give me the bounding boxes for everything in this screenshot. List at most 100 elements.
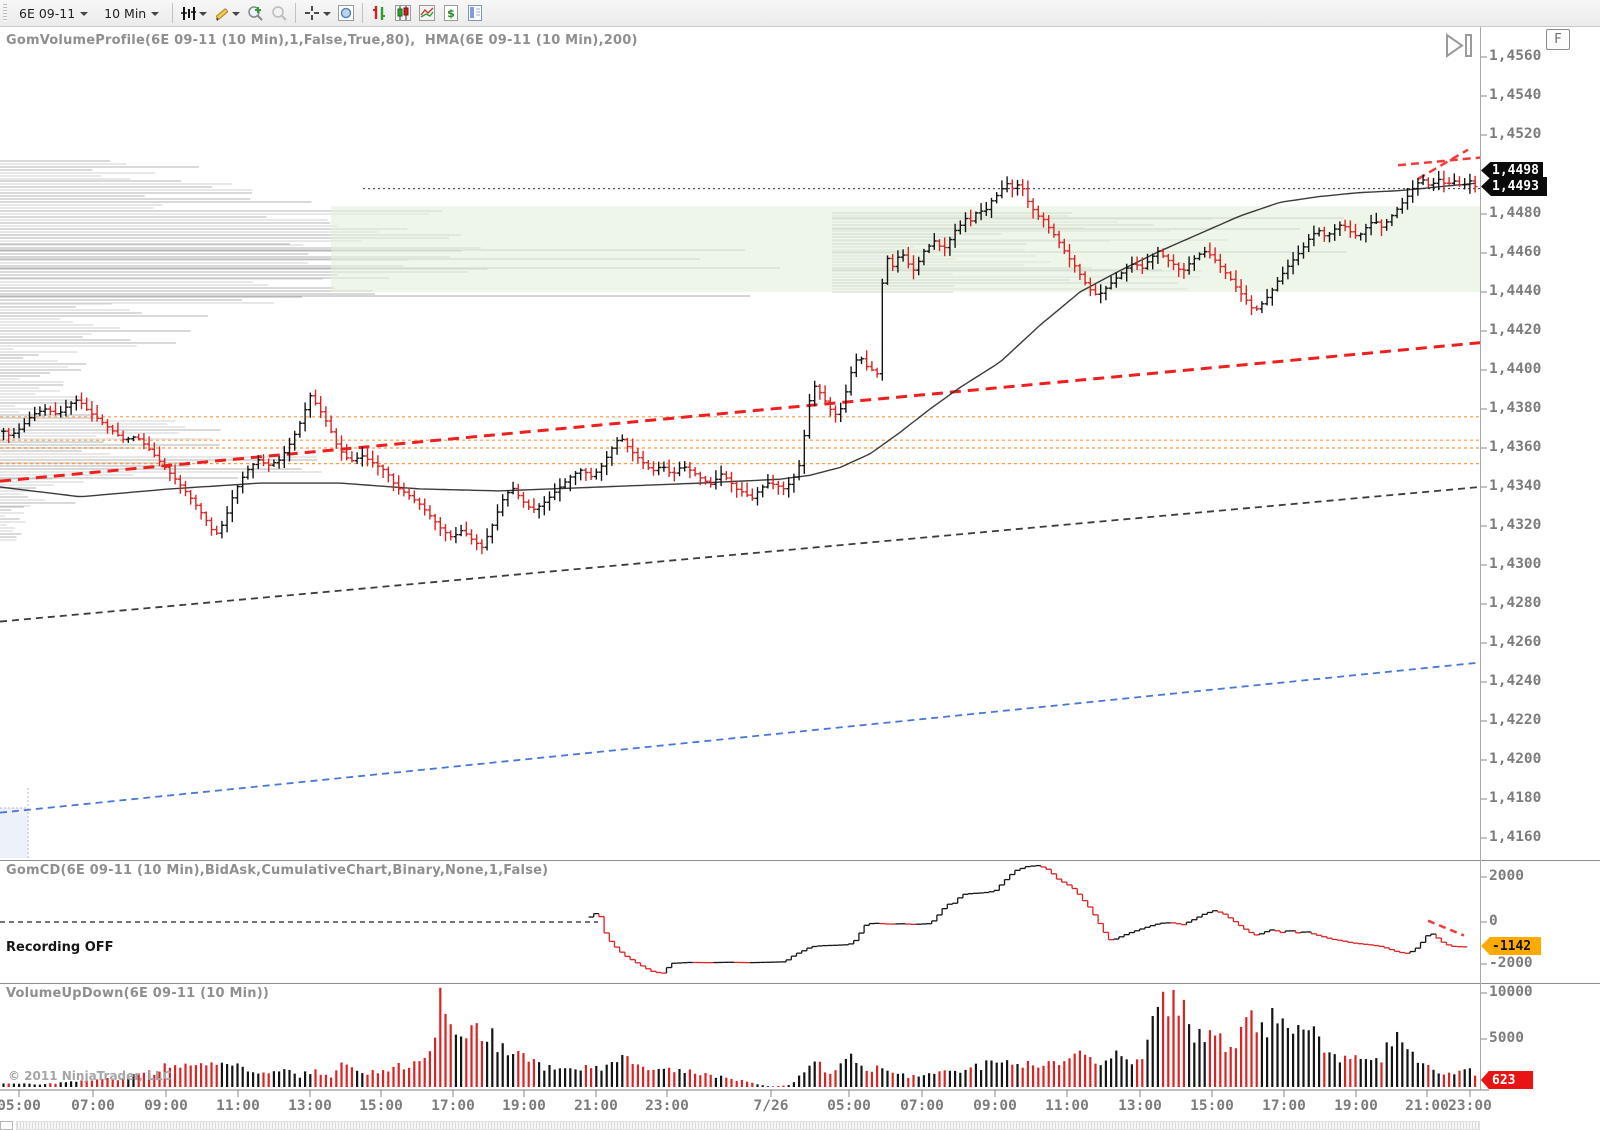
orange-levels	[0, 416, 1480, 465]
time-tick-label: 23:00	[645, 1098, 689, 1114]
price-tick-label: 1,4280	[1489, 595, 1542, 611]
candles-button[interactable]	[391, 2, 415, 24]
chevron-down-icon	[151, 11, 160, 16]
volume-bars	[2, 987, 1477, 1087]
value-area-bands	[331, 206, 1480, 292]
line-chart-button[interactable]	[415, 2, 439, 24]
go-to-end-icon[interactable]	[1444, 33, 1476, 59]
price-tick-label: 1,4520	[1489, 126, 1542, 142]
time-tick-label: 17:00	[431, 1098, 475, 1114]
chart-style-icon	[180, 5, 197, 22]
time-tick-label: 21:00	[574, 1098, 618, 1114]
price-tick-label: 10000	[1489, 984, 1533, 1000]
price-tick-label: 1,4160	[1489, 829, 1542, 845]
instrument-label: 6E 09-11	[19, 5, 76, 21]
focus-button[interactable]: F	[1546, 29, 1570, 50]
toolbar-grip[interactable]	[3, 4, 7, 22]
time-tick-label: 09:00	[973, 1098, 1017, 1114]
time-tick-label: 05:00	[827, 1098, 871, 1114]
time-tick-label: 11:00	[1045, 1098, 1089, 1114]
price-tick-label: 1,4320	[1489, 517, 1542, 533]
zoom-out-button[interactable]	[267, 2, 291, 24]
hma-line	[0, 182, 1477, 498]
crosshair-button[interactable]	[300, 2, 334, 24]
time-tick-label: 13:00	[288, 1098, 332, 1114]
zoom-out-icon	[270, 4, 288, 22]
cd-zero-line	[0, 919, 1465, 937]
time-tick-label: 07:00	[900, 1098, 944, 1114]
chevron-down-icon	[232, 11, 241, 16]
volume-indicator-label: VolumeUpDown(6E 09-11 (10 Min))	[6, 986, 269, 1001]
price-tick-label: 1,4400	[1489, 361, 1542, 377]
replay-marker-box	[0, 788, 29, 858]
panel-separator[interactable]	[0, 983, 1600, 984]
scrollbar-home-button[interactable]	[0, 1121, 13, 1130]
time-tick-label: 05:00	[0, 1098, 41, 1114]
price-tick-label: 1,4540	[1489, 87, 1542, 103]
report-icon	[466, 4, 484, 22]
price-tick-label: 1,4200	[1489, 751, 1542, 767]
price-tick-label: 5000	[1489, 1030, 1524, 1046]
time-tick-label: 15:00	[1190, 1098, 1234, 1114]
price-tick-label: 1,4380	[1489, 400, 1542, 416]
time-tick-label: 21:00	[1405, 1098, 1449, 1114]
price-axis-line[interactable]	[1480, 27, 1481, 1090]
instrument-selector[interactable]: 6E 09-11	[12, 3, 95, 24]
toolbar-separator	[295, 3, 297, 23]
time-tick-label: 7/26	[753, 1098, 789, 1114]
price-tick-label: -2000	[1489, 955, 1533, 971]
zoom-in-button[interactable]	[243, 2, 267, 24]
bars-colored-button[interactable]	[367, 2, 391, 24]
main-indicator-label: GomVolumeProfile(6E 09-11 (10 Min),1,Fal…	[6, 33, 638, 48]
time-tick-label: 09:00	[144, 1098, 188, 1114]
time-tick-label: 15:00	[359, 1098, 403, 1114]
draw-button[interactable]	[210, 3, 243, 24]
line-chart-icon	[418, 4, 436, 22]
dollar-button[interactable]: $	[439, 2, 463, 24]
cd-indicator-label: GomCD(6E 09-11 (10 Min),BidAsk,Cumulativ…	[6, 863, 549, 878]
price-tick-label: 2000	[1489, 868, 1524, 884]
price-tick-label: 1,4240	[1489, 673, 1542, 689]
toolbar: 6E 09-11 10 Min $	[0, 0, 1600, 27]
bars-colored-icon	[370, 4, 388, 22]
report-button[interactable]	[463, 2, 487, 24]
toolbar-separator	[172, 3, 174, 23]
dollar-icon: $	[442, 4, 460, 22]
price-tag-last: 1,4493	[1481, 177, 1547, 196]
chevron-down-icon	[323, 11, 332, 16]
panel-separator[interactable]	[0, 860, 1600, 861]
price-tick-label: 1,4360	[1489, 439, 1542, 455]
price-bars	[1, 170, 1478, 555]
time-tick-label: 19:00	[502, 1098, 546, 1114]
price-tick-label: 1,4480	[1489, 205, 1542, 221]
zoom-in-icon	[246, 4, 264, 22]
time-tick-label: 23:00	[1448, 1098, 1492, 1114]
price-tick-label: 1,4420	[1489, 322, 1542, 338]
price-tick-label: 1,4260	[1489, 634, 1542, 650]
price-tick-label: 1,4340	[1489, 478, 1542, 494]
recording-status: Recording OFF	[6, 940, 114, 955]
price-tick-label: 0	[1489, 913, 1498, 929]
candles-icon	[394, 4, 412, 22]
chart-style-button[interactable]	[177, 3, 210, 24]
horizontal-scrollbar[interactable]	[16, 1121, 1480, 1130]
interval-label: 10 Min	[104, 5, 147, 21]
zoom-window-icon	[337, 4, 355, 22]
zoom-window-button[interactable]	[334, 2, 358, 24]
price-tick-label: 1,4220	[1489, 712, 1542, 728]
trend-lines	[0, 148, 1482, 814]
axes	[0, 56, 1489, 1097]
time-tick-label: 11:00	[216, 1098, 260, 1114]
time-tick-label: 17:00	[1262, 1098, 1306, 1114]
interval-selector[interactable]: 10 Min	[97, 3, 166, 24]
toolbar-separator	[362, 3, 364, 23]
chevron-down-icon	[199, 11, 208, 16]
time-tick-label: 13:00	[1118, 1098, 1162, 1114]
price-tag-previous: 1,4498	[1481, 162, 1543, 179]
price-tick-label: 1,4440	[1489, 283, 1542, 299]
cd-value-tag: -1142	[1481, 937, 1541, 955]
price-tick-label: 1,4180	[1489, 790, 1542, 806]
chevron-down-icon	[80, 11, 89, 16]
